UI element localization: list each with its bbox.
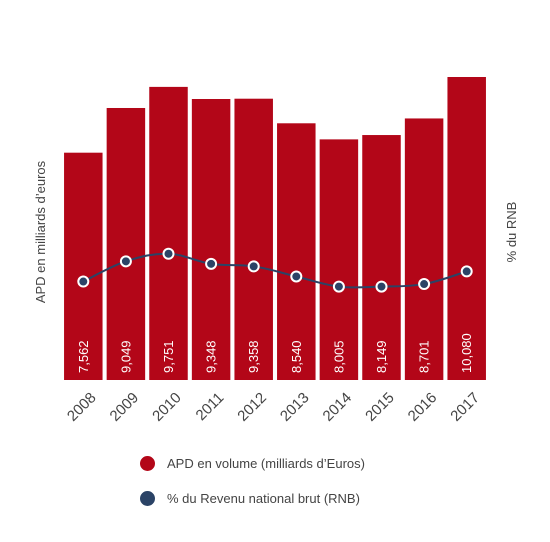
bar-2017 bbox=[447, 77, 486, 380]
bar-2013 bbox=[277, 123, 316, 381]
legend-label-apd: APD en volume (milliards d’Euros) bbox=[167, 456, 365, 471]
bar-value-label-2017: 10,080 bbox=[459, 333, 474, 373]
y-axis-title: APD en milliards d’euros bbox=[33, 160, 48, 303]
x-tick-2017: 2017 bbox=[447, 389, 483, 425]
x-tick-2008: 2008 bbox=[64, 389, 100, 425]
rnb-point-2011[interactable] bbox=[205, 257, 218, 270]
legend-item-rnb[interactable]: % du Revenu national brut (RNB) bbox=[140, 491, 360, 506]
bar-value-label-2016: 8,701 bbox=[417, 340, 432, 373]
bar-value-labels: 7,562 9,049 9,751 9,348 9,358 8,540 8,005 8,149… bbox=[76, 333, 474, 373]
x-tick-2015: 2015 bbox=[362, 389, 398, 425]
bar-2016 bbox=[404, 118, 444, 380]
rnb-point-2016[interactable] bbox=[418, 278, 431, 291]
y2-axis-title: % du RNB bbox=[504, 202, 519, 263]
bar-value-label-2009: 9,049 bbox=[118, 340, 133, 373]
x-tick-2011: 2011 bbox=[193, 389, 228, 424]
bar-2008 bbox=[64, 152, 103, 380]
legend-swatch-rnb bbox=[140, 491, 155, 506]
rnb-point-2010[interactable] bbox=[162, 247, 175, 260]
bar-value-label-2013: 8,540 bbox=[289, 340, 304, 373]
bar-2014 bbox=[319, 139, 359, 380]
rnb-point-2017[interactable] bbox=[460, 265, 473, 278]
bar-value-label-2011: 9,348 bbox=[204, 340, 219, 373]
x-tick-labels: 2008 2009 2010 2011 2012 2013 2014 2015 2016 2017 bbox=[64, 389, 483, 425]
rnb-point-2012[interactable] bbox=[247, 260, 260, 273]
rnb-point-2009[interactable] bbox=[119, 255, 132, 268]
bar-2015 bbox=[362, 135, 401, 380]
legend-label-rnb: % du Revenu national brut (RNB) bbox=[167, 491, 360, 506]
x-tick-2009: 2009 bbox=[107, 389, 143, 425]
bar-2011 bbox=[191, 99, 231, 380]
legend-swatch-apd bbox=[140, 456, 155, 471]
bar-series bbox=[64, 77, 486, 381]
x-tick-2016: 2016 bbox=[405, 389, 441, 425]
rnb-points bbox=[77, 247, 473, 293]
bar-2010 bbox=[149, 86, 188, 380]
x-tick-2010: 2010 bbox=[149, 389, 185, 425]
bar-value-label-2010: 9,751 bbox=[161, 340, 176, 373]
bar-value-label-2008: 7,562 bbox=[76, 340, 91, 373]
x-tick-2013: 2013 bbox=[277, 389, 313, 425]
bar-2012 bbox=[234, 98, 273, 380]
x-tick-2012: 2012 bbox=[234, 389, 270, 425]
bar-value-label-2012: 9,358 bbox=[246, 340, 261, 373]
rnb-point-2015[interactable] bbox=[375, 280, 388, 293]
rnb-point-2013[interactable] bbox=[290, 270, 303, 283]
legend-item-apd[interactable]: APD en volume (milliards d’Euros) bbox=[140, 456, 365, 471]
x-tick-2014: 2014 bbox=[320, 389, 356, 425]
bar-value-label-2015: 8,149 bbox=[374, 340, 389, 373]
rnb-line bbox=[82, 252, 467, 289]
rnb-point-2014[interactable] bbox=[332, 280, 345, 293]
bar-value-label-2014: 8,005 bbox=[331, 340, 346, 373]
rnb-point-2008[interactable] bbox=[77, 275, 90, 288]
bar-2009 bbox=[106, 107, 146, 381]
